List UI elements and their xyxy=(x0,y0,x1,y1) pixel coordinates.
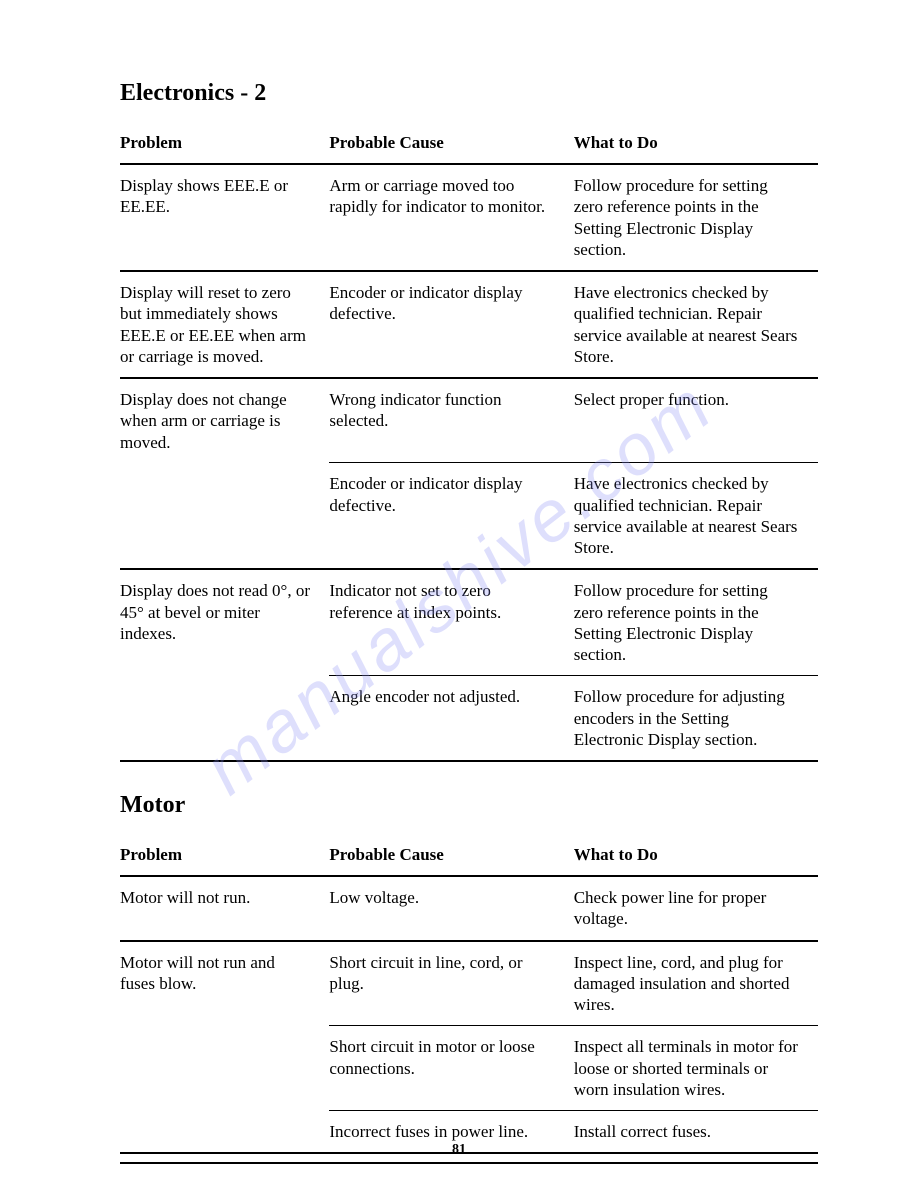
table-row: Short circuit in motor or loose connecti… xyxy=(120,1026,818,1110)
cell-todo: Follow procedure for setting zero refere… xyxy=(574,164,818,271)
cell-todo: Have electronics checked by qualified te… xyxy=(574,272,818,378)
table-row: Display shows EEE.E or EE.EE. Arm or car… xyxy=(120,164,818,271)
table-row: Display does not read 0°, or 45° at beve… xyxy=(120,570,818,676)
cell-cause: Short circuit in line, cord, or plug. xyxy=(329,942,573,1026)
cell-problem xyxy=(120,463,329,569)
table-row: Encoder or indicator display defective. … xyxy=(120,463,818,569)
header-cause: Probable Cause xyxy=(329,127,573,164)
cell-todo: Follow procedure for adjusting encoders … xyxy=(574,676,818,761)
footer-rule xyxy=(120,1162,818,1164)
cell-cause: Wrong indicator function selected. xyxy=(329,379,573,463)
cell-problem: Motor will not run and fuses blow. xyxy=(120,942,329,1026)
table-header-row: Problem Probable Cause What to Do xyxy=(120,127,818,164)
cell-cause: Arm or carriage moved too rapidly for in… xyxy=(329,164,573,271)
cell-cause: Angle encoder not adjusted. xyxy=(329,676,573,761)
cell-problem: Display does not read 0°, or 45° at beve… xyxy=(120,570,329,676)
cell-problem: Display shows EEE.E or EE.EE. xyxy=(120,164,329,271)
cell-problem: Display does not change when arm or carr… xyxy=(120,379,329,463)
cell-problem: Display will reset to zero but immediate… xyxy=(120,272,329,378)
cell-cause: Indicator not set to zero reference at i… xyxy=(329,570,573,676)
cell-todo: Inspect line, cord, and plug for damaged… xyxy=(574,942,818,1026)
header-problem: Problem xyxy=(120,127,329,164)
table-row: Angle encoder not adjusted. Follow proce… xyxy=(120,676,818,761)
table-row: Display will reset to zero but immediate… xyxy=(120,272,818,378)
header-todo: What to Do xyxy=(574,127,818,164)
page-number: 81 xyxy=(0,1142,918,1158)
section-title-electronics: Electronics - 2 xyxy=(120,80,818,107)
row-separator xyxy=(120,761,818,762)
table-header-row: Problem Probable Cause What to Do xyxy=(120,839,818,876)
cell-todo: Check power line for proper voltage. xyxy=(574,876,818,941)
cell-cause: Low voltage. xyxy=(329,876,573,941)
header-problem: Problem xyxy=(120,839,329,876)
table-row: Motor will not run. Low voltage. Check p… xyxy=(120,876,818,941)
cell-cause: Encoder or indicator display defective. xyxy=(329,272,573,378)
cell-problem xyxy=(120,676,329,761)
table-row: Display does not change when arm or carr… xyxy=(120,379,818,463)
cell-problem: Motor will not run. xyxy=(120,876,329,941)
header-todo: What to Do xyxy=(574,839,818,876)
header-cause: Probable Cause xyxy=(329,839,573,876)
cell-todo: Follow procedure for setting zero refere… xyxy=(574,570,818,676)
troubleshooting-table-electronics: Problem Probable Cause What to Do Displa… xyxy=(120,127,818,762)
troubleshooting-table-motor: Problem Probable Cause What to Do Motor … xyxy=(120,839,818,1154)
cell-cause: Short circuit in motor or loose connecti… xyxy=(329,1026,573,1110)
manual-page: manualshive.com Electronics - 2 Problem … xyxy=(0,0,918,1188)
cell-cause: Encoder or indicator display defective. xyxy=(329,463,573,569)
cell-todo: Have electronics checked by qualified te… xyxy=(574,463,818,569)
cell-todo: Select proper function. xyxy=(574,379,818,463)
section-title-motor: Motor xyxy=(120,792,818,819)
table-row: Motor will not run and fuses blow. Short… xyxy=(120,942,818,1026)
cell-todo: Inspect all terminals in motor for loose… xyxy=(574,1026,818,1110)
cell-problem xyxy=(120,1026,329,1110)
